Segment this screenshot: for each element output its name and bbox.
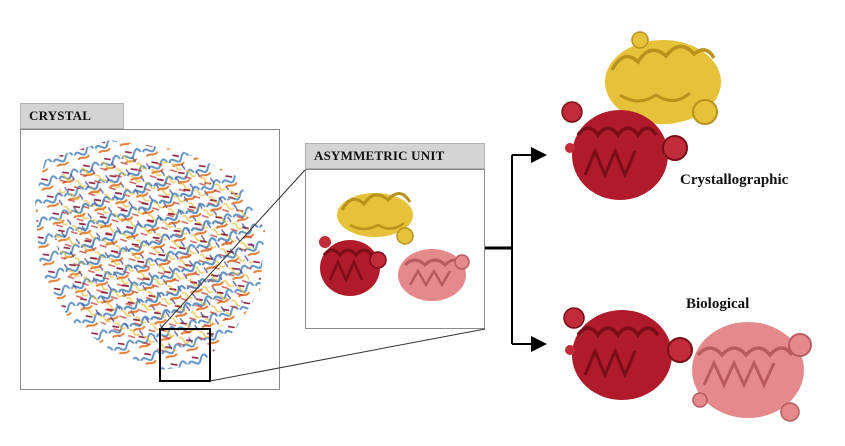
asymmetric-unit-title: ASYMMETRIC UNIT bbox=[314, 148, 445, 163]
biological-chain-red bbox=[563, 307, 693, 400]
zoom-line-top bbox=[159, 169, 306, 330]
biological-label: Biological bbox=[686, 296, 750, 312]
zoom-line-bottom bbox=[209, 328, 486, 382]
crystallographic-chain-red bbox=[561, 101, 688, 200]
two-chain-protein-icon bbox=[561, 31, 721, 200]
branch-arrows bbox=[485, 147, 547, 352]
crystallographic-chain-yellow bbox=[605, 31, 721, 125]
crystallographic-label: Crystallographic bbox=[680, 172, 789, 188]
crystal-title: CRYSTAL bbox=[29, 108, 92, 123]
biological-chain-pink bbox=[692, 322, 812, 422]
dimer-protein-icon bbox=[563, 307, 812, 422]
three-chain-protein-icon bbox=[319, 192, 470, 301]
crystal-title-tab: CRYSTAL bbox=[20, 103, 124, 129]
chain-a-red bbox=[319, 236, 387, 296]
protein-crystal-lattice-icon bbox=[35, 140, 265, 370]
chain-c-pink bbox=[398, 249, 470, 301]
chain-b-yellow bbox=[337, 192, 414, 245]
zoom-selection-box bbox=[159, 328, 211, 382]
asymmetric-unit-title-tab: ASYMMETRIC UNIT bbox=[305, 143, 485, 169]
